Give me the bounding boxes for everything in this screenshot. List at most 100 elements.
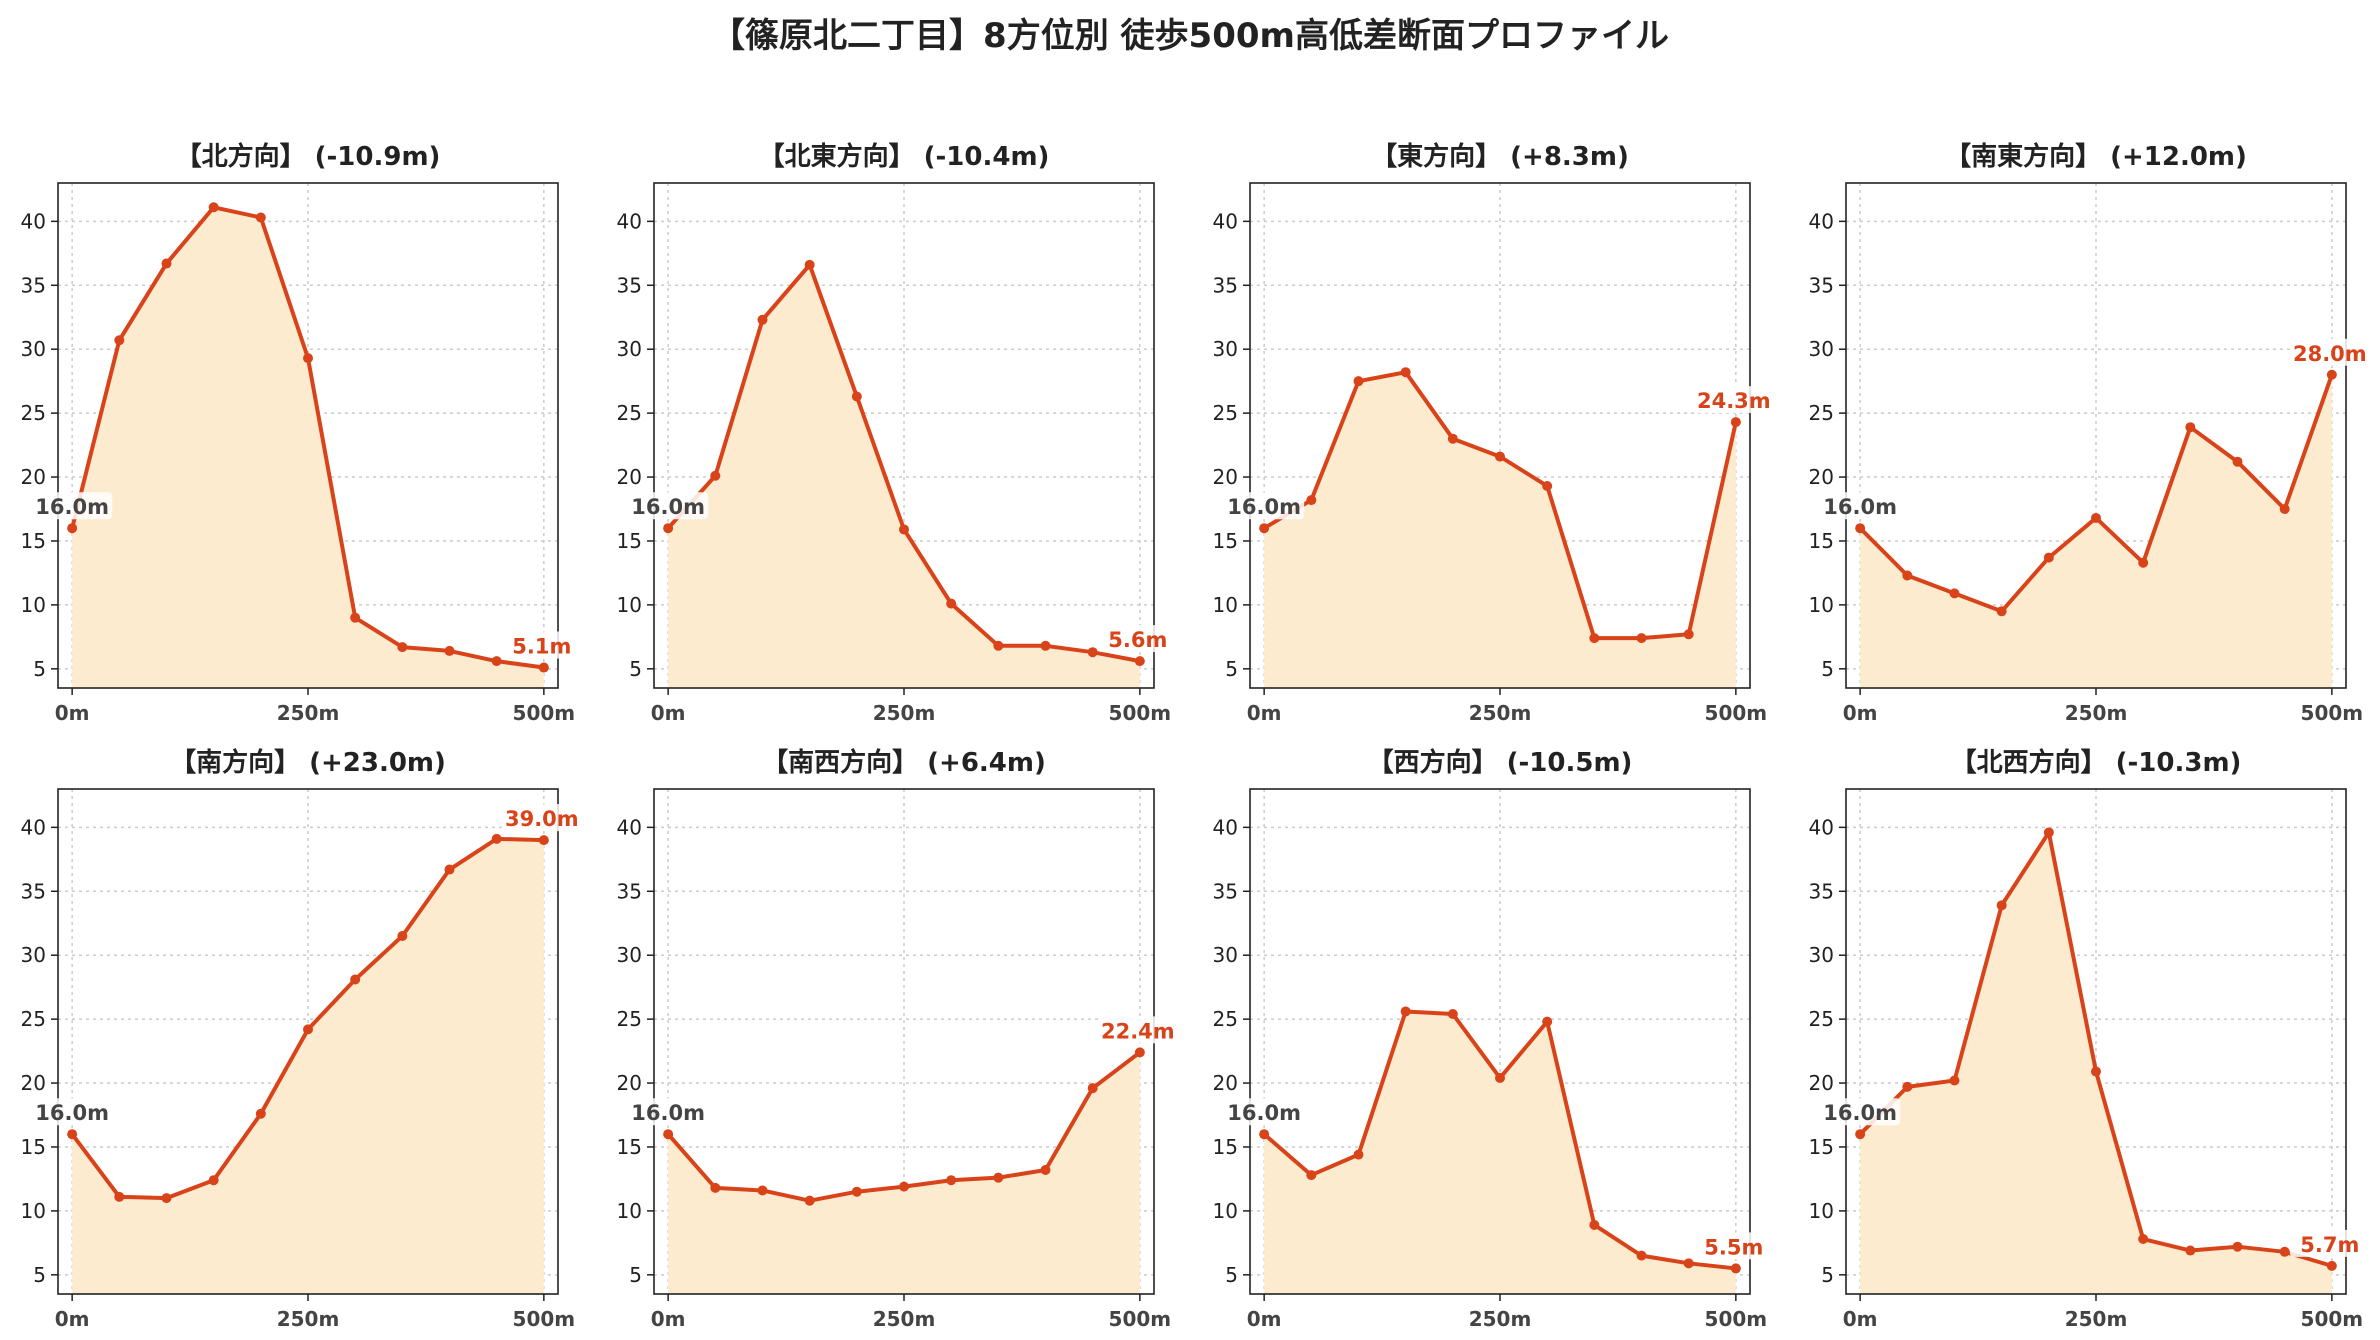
data-point xyxy=(1040,640,1051,651)
data-point xyxy=(1730,1263,1741,1274)
data-point xyxy=(899,1181,909,1192)
data-point xyxy=(1636,633,1647,644)
elevation-area xyxy=(1264,372,1736,688)
data-point xyxy=(208,202,219,213)
start-label-box xyxy=(628,1098,709,1126)
y-tick-label: 10 xyxy=(1809,593,1834,617)
y-tick-label: 20 xyxy=(21,465,46,489)
y-tick-label: 20 xyxy=(21,1071,46,1095)
x-tick-label: 0m xyxy=(651,701,686,725)
data-point xyxy=(303,353,313,364)
end-label-box xyxy=(2289,1229,2370,1257)
subplot-5: 【南方向】 (+23.0m) 5 10 15 20 25 30 35 40 0m 250m 500m 1… xyxy=(21,747,582,1331)
data-point xyxy=(114,1191,125,1202)
data-point xyxy=(444,645,455,656)
end-elevation-label: 5.6m xyxy=(1108,628,1167,652)
data-point xyxy=(2185,422,2196,433)
y-tick-label: 10 xyxy=(1213,593,1238,617)
data-point xyxy=(161,258,172,269)
data-point xyxy=(1542,481,1553,491)
y-tick-label: 10 xyxy=(21,593,46,617)
y-tick-label: 40 xyxy=(1809,209,1834,233)
x-tick-label: 0m xyxy=(651,1307,686,1331)
y-tick-label: 40 xyxy=(21,209,46,233)
y-tick-label: 20 xyxy=(1809,1071,1834,1095)
y-tick-label: 15 xyxy=(21,1135,46,1159)
subplot-3: 【東方向】 (+8.3m) 5 10 15 20 25 30 35 40 0m 250m 500m 16… xyxy=(1213,141,1774,725)
data-point xyxy=(710,470,721,481)
x-tick-label: 500m xyxy=(1705,701,1768,725)
y-tick-label: 5 xyxy=(1225,1263,1238,1287)
end-label-box xyxy=(1693,1232,1774,1260)
y-tick-label: 35 xyxy=(617,879,642,903)
end-elevation-label: 28.0m xyxy=(2293,342,2367,366)
y-tick-label: 5 xyxy=(629,1263,642,1287)
data-point xyxy=(1949,588,1960,599)
data-point xyxy=(2326,1260,2337,1271)
data-point xyxy=(2326,369,2337,380)
data-point xyxy=(1495,1072,1505,1083)
end-elevation-label: 5.5m xyxy=(1704,1235,1763,1259)
data-point xyxy=(1306,1170,1317,1181)
data-point xyxy=(993,640,1004,651)
start-elevation-label: 16.0m xyxy=(1823,1101,1897,1125)
start-label-box xyxy=(32,492,113,520)
data-point xyxy=(804,259,815,270)
y-tick-label: 25 xyxy=(1809,1007,1834,1031)
y-tick-label: 40 xyxy=(21,815,46,839)
data-point xyxy=(663,523,674,534)
end-elevation-label: 5.1m xyxy=(512,635,571,659)
subplot-title: 【南東方向】 (+12.0m) xyxy=(1945,141,2247,172)
x-tick-label: 500m xyxy=(513,701,576,725)
y-tick-label: 20 xyxy=(1809,465,1834,489)
data-point xyxy=(397,931,408,942)
data-point xyxy=(255,212,266,223)
data-point xyxy=(1259,523,1270,534)
y-tick-label: 15 xyxy=(1809,529,1834,553)
data-point xyxy=(2043,827,2054,838)
data-point xyxy=(444,864,455,875)
y-tick-label: 5 xyxy=(1225,657,1238,681)
start-label-box xyxy=(628,492,709,520)
start-elevation-label: 16.0m xyxy=(35,495,109,519)
y-tick-label: 25 xyxy=(1809,401,1834,425)
y-tick-label: 15 xyxy=(617,1135,642,1159)
data-point xyxy=(1259,1129,1270,1140)
y-tick-label: 5 xyxy=(33,1263,46,1287)
x-tick-label: 250m xyxy=(2065,1307,2128,1331)
data-point xyxy=(946,1175,957,1186)
y-tick-label: 35 xyxy=(21,879,46,903)
data-point xyxy=(1353,376,1364,387)
start-label-box xyxy=(1224,492,1305,520)
subplot-title: 【南西方向】 (+6.4m) xyxy=(762,747,1046,778)
y-tick-label: 5 xyxy=(1821,657,1834,681)
start-label-box xyxy=(1224,1098,1305,1126)
y-tick-label: 30 xyxy=(1213,943,1238,967)
data-point xyxy=(1949,1075,1960,1086)
y-tick-label: 15 xyxy=(617,529,642,553)
data-point xyxy=(2185,1245,2196,1256)
y-tick-label: 30 xyxy=(21,943,46,967)
data-point xyxy=(1306,495,1317,506)
x-tick-label: 500m xyxy=(1109,701,1172,725)
data-point xyxy=(757,1185,768,1196)
y-tick-label: 30 xyxy=(617,337,642,361)
elevation-area xyxy=(668,1052,1140,1294)
data-point xyxy=(1134,656,1145,667)
x-tick-label: 500m xyxy=(513,1307,576,1331)
x-tick-label: 0m xyxy=(1247,701,1282,725)
y-tick-label: 35 xyxy=(21,273,46,297)
y-tick-label: 25 xyxy=(21,401,46,425)
y-tick-label: 40 xyxy=(1213,209,1238,233)
start-elevation-label: 16.0m xyxy=(1227,495,1301,519)
data-point xyxy=(710,1182,721,1193)
end-label-box xyxy=(1693,386,1774,414)
data-point xyxy=(2232,1241,2243,1252)
data-point xyxy=(1542,1016,1553,1027)
y-tick-label: 10 xyxy=(21,1199,46,1223)
x-tick-label: 250m xyxy=(1469,1307,1532,1331)
data-point xyxy=(1855,523,1866,534)
subplot-title: 【北西方向】 (-10.3m) xyxy=(1951,747,2242,778)
y-tick-label: 35 xyxy=(1213,273,1238,297)
